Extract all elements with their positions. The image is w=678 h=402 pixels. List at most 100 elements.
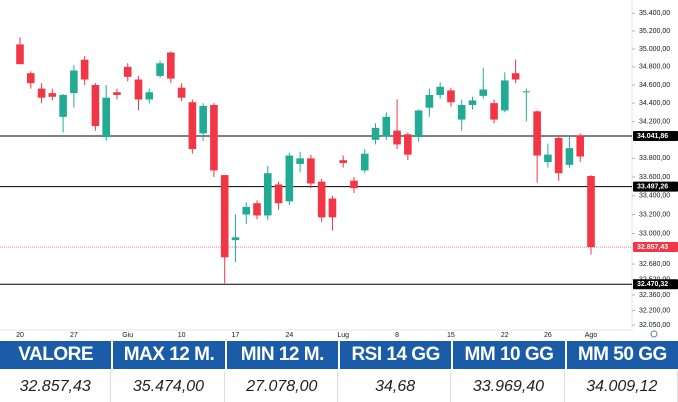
header-cell: MIN 12 M.: [226, 341, 338, 369]
y-tick-label: 33.200,00: [639, 211, 670, 218]
y-tick-label: 35.200,00: [639, 28, 670, 35]
candle-body: [113, 92, 121, 95]
candle-body: [91, 84, 100, 127]
level-tag: [633, 181, 678, 192]
candle-body: [393, 130, 401, 145]
candle-body: [317, 181, 326, 218]
value-cell: 32.857,43: [0, 371, 112, 402]
candle-body: [339, 160, 348, 163]
x-tick-label: 17: [232, 332, 240, 339]
level-label: 33.497,26: [637, 183, 668, 190]
candle-body: [468, 100, 477, 105]
candle-body: [274, 184, 283, 204]
candle-body: [554, 137, 563, 174]
header-cell: MM 50 GG: [566, 341, 678, 369]
y-tick-label: 35.000,00: [639, 46, 670, 53]
header-cell: MM 10 GG: [453, 341, 565, 369]
y-tick-label: 34.800,00: [639, 64, 670, 71]
candle-body: [263, 173, 272, 216]
value-cell: 27.078,00: [227, 371, 338, 402]
candle-body: [16, 44, 24, 65]
header-row: VALORE MAX 12 M. MIN 12 M. RSI 14 GG MM …: [0, 341, 678, 369]
candle-body: [145, 92, 154, 100]
candle-body: [242, 206, 251, 215]
candle-body: [307, 158, 315, 184]
x-tick-label: 20: [16, 332, 24, 339]
x-tick-label: Ago: [585, 332, 598, 339]
candle-body: [328, 198, 337, 218]
candle-body: [501, 80, 509, 111]
candle-body: [167, 52, 175, 79]
y-tick-label: 33.800,00: [639, 155, 670, 162]
candle-body: [80, 59, 89, 80]
value-row: 32.857,43 35.474,00 27.078,00 34,68 33.9…: [0, 369, 678, 402]
y-tick-label: 35.400,00: [639, 10, 670, 17]
header-cell: RSI 14 GG: [339, 341, 452, 369]
level-label: 32.857,43: [637, 244, 668, 251]
candle-body: [70, 70, 78, 94]
x-tick-label: Giu: [122, 332, 133, 339]
candle-body: [102, 97, 110, 138]
candle-body: [565, 148, 574, 165]
x-tick-label: 26: [544, 332, 552, 339]
x-tick-label: 24: [285, 332, 293, 339]
value-cell: 34.009,12: [567, 371, 678, 402]
candle-body: [220, 175, 229, 258]
candle-body: [425, 94, 434, 108]
value-cell: 33.969,40: [453, 371, 565, 402]
candle-body: [59, 94, 67, 117]
candle-body: [188, 102, 197, 150]
y-tick-label: 32.050,00: [639, 322, 670, 329]
level-tag: [633, 130, 678, 141]
candle-body: [404, 134, 412, 155]
candle-body: [511, 73, 520, 80]
candle-body: [544, 154, 552, 163]
level-tag: [633, 279, 678, 290]
candle-body: [48, 93, 57, 97]
candle-body: [199, 105, 207, 134]
x-tick-label: 10: [178, 332, 186, 339]
value-cell: 35.474,00: [113, 371, 225, 402]
candle-body: [156, 63, 164, 76]
candle-body: [231, 237, 240, 241]
candle-body: [360, 153, 369, 171]
y-tick-label: 34.200,00: [639, 118, 670, 125]
candle-body: [123, 66, 132, 77]
y-tick-label: 32.680,00: [639, 261, 670, 268]
y-tick-label: 32.200,00: [639, 307, 670, 314]
candle-body: [285, 155, 294, 202]
candle-body: [350, 180, 358, 189]
candle-body: [436, 86, 444, 95]
candle-body: [533, 111, 541, 156]
candle-body: [177, 87, 186, 98]
candle-body: [253, 203, 261, 216]
candle-body: [210, 104, 218, 171]
value-cell: 34,68: [340, 371, 452, 402]
candle-body: [382, 116, 391, 137]
x-tick-label: 15: [447, 332, 455, 339]
y-tick-label: 33.400,00: [639, 193, 670, 200]
candle-body: [479, 89, 488, 96]
x-tick-label: 8: [395, 332, 399, 339]
y-tick-label: 34.400,00: [639, 100, 670, 107]
y-tick-label: 34.600,00: [639, 82, 670, 89]
candle-body: [522, 91, 531, 93]
candle-body: [587, 176, 595, 248]
candle-body: [576, 135, 585, 157]
candle-body: [414, 110, 423, 138]
y-tick-label: 33.000,00: [639, 230, 670, 237]
candle-body: [490, 103, 498, 120]
candle-body: [371, 127, 380, 140]
level-label: 32.470,32: [637, 281, 668, 288]
level-tag: [633, 242, 678, 253]
y-tick-label: 32.360,00: [639, 292, 670, 299]
x-tick-label: 27: [70, 332, 78, 339]
chart: 35.400,00 35.200,00 35.000,00 34.800,00 34.6…: [0, 0, 678, 339]
y-tick-label: 33.600,00: [639, 174, 670, 181]
candle-body: [447, 90, 455, 103]
candle-body: [134, 79, 143, 100]
x-tick-label: Lug: [337, 332, 349, 339]
header-cell: VALORE: [0, 341, 112, 369]
header-cell: MAX 12 M.: [113, 341, 225, 369]
